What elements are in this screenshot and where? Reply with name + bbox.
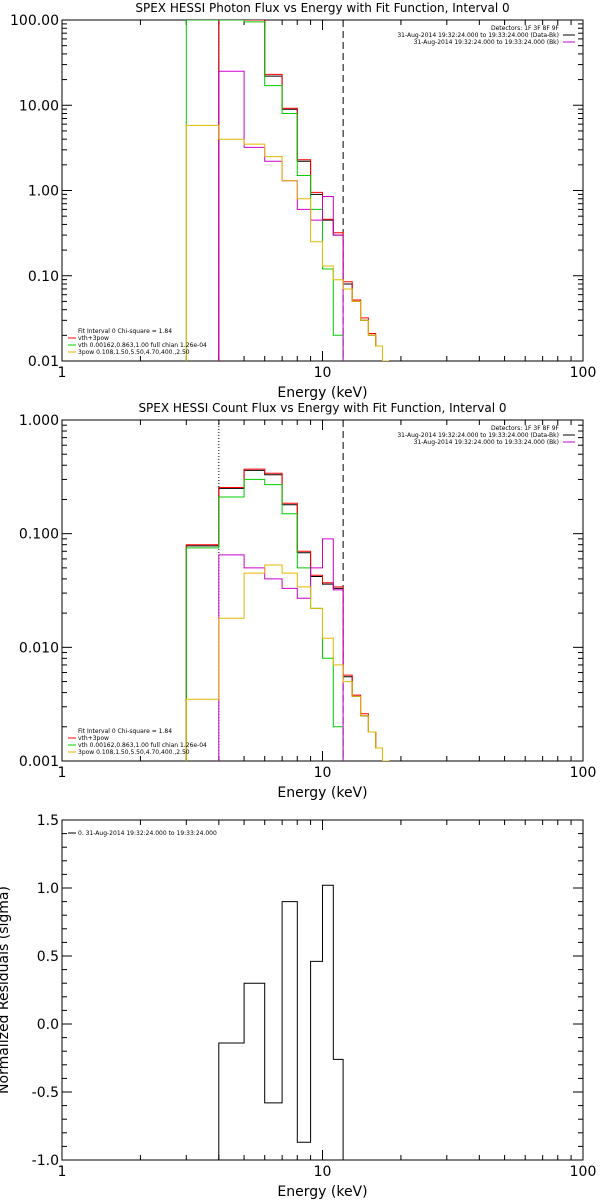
y-tick-label: 0.5 bbox=[37, 949, 59, 965]
x-tick-label: 100 bbox=[570, 765, 597, 781]
series-line-0 bbox=[218, 884, 344, 1160]
y-tick-label: 1.0 bbox=[37, 881, 59, 897]
legend-entry: vth 0.00162,0.863,1.00 full chian 1.26e-… bbox=[78, 742, 207, 749]
x-tick-label: 10 bbox=[314, 1164, 332, 1180]
x-tick-label: 1 bbox=[58, 365, 67, 381]
residuals-panel: 1 10 100 Energy (keV) -1.0 -0.5 0.0 0.5 1.0 1.5 No… bbox=[0, 813, 596, 1200]
series-line-4 bbox=[185, 124, 389, 361]
detector-info-line: 31-Aug-2014 19:32:24.000 to 19:33:24.000… bbox=[414, 439, 559, 446]
detector-info-line: 31-Aug-2014 19:32:24.000 to 19:33:24.000… bbox=[397, 32, 559, 39]
series-line-3 bbox=[218, 538, 344, 761]
series-line-4 bbox=[185, 564, 396, 761]
series-line-1 bbox=[185, 468, 389, 761]
series-line-3 bbox=[218, 70, 344, 361]
y-tick-label: 0.0 bbox=[37, 1017, 59, 1033]
legend-entry: Fit Interval 0 Chi-square = 1.84 bbox=[78, 728, 172, 735]
x-tick-label: 10 bbox=[314, 765, 332, 781]
x-axis-label: Energy (keV) bbox=[277, 385, 367, 401]
plot-frame bbox=[61, 19, 584, 362]
detector-info-line: 31-Aug-2014 19:32:24.000 to 19:33:24.000… bbox=[414, 39, 559, 46]
legend-entry: vth 0.00162,0.863,1.00 full chian 1.26e-… bbox=[78, 342, 207, 349]
legend-entry: 3pow 0.108,1.50,5.50,4.70,400.,2.50 bbox=[78, 349, 190, 356]
y-tick-label: 1.000 bbox=[19, 413, 59, 429]
plot-frame bbox=[61, 819, 584, 1161]
x-tick-label: 100 bbox=[570, 365, 597, 381]
series-line-2 bbox=[185, 20, 353, 361]
photon-flux-panel: SPEX HESSI Photon Flux vs Energy with Fi… bbox=[10, 1, 596, 401]
y-tick-label: 100.00 bbox=[10, 13, 59, 29]
legend-entry: vth+3pow bbox=[78, 335, 109, 342]
chart-title: SPEX HESSI Photon Flux vs Energy with Fi… bbox=[135, 1, 509, 15]
legend-entry: 3pow 0.108,1.50,5.50,4.70,400.,2.50 bbox=[78, 749, 190, 756]
x-tick-label: 1 bbox=[58, 1164, 67, 1180]
legend-entry: Fit Interval 0 Chi-square = 1.84 bbox=[78, 328, 172, 335]
x-axis-label: Energy (keV) bbox=[277, 1184, 367, 1200]
y-axis-label: Normalized Residuals (sigma) bbox=[0, 886, 12, 1094]
legend-entry: 0. 31-Aug-2014 19:32:24.000 to 19:33:24.… bbox=[78, 830, 217, 837]
chart-title: SPEX HESSI Count Flux vs Energy with Fit… bbox=[138, 401, 506, 415]
y-tick-label: 0.10 bbox=[28, 269, 59, 285]
x-tick-label: 1 bbox=[58, 765, 67, 781]
y-tick-label: 10.00 bbox=[19, 98, 59, 114]
series-line-2 bbox=[185, 478, 353, 761]
y-tick-label: 0.001 bbox=[19, 754, 59, 770]
y-tick-label: -0.5 bbox=[32, 1085, 59, 1101]
detector-info-line: Detectors: 1F 3F 8F 9F bbox=[491, 425, 560, 432]
legend-entry: vth+3pow bbox=[78, 735, 109, 742]
detector-info-line: Detectors: 1F 3F 8F 9F bbox=[491, 25, 560, 32]
y-tick-label: 0.100 bbox=[19, 527, 59, 543]
x-tick-label: 10 bbox=[314, 365, 332, 381]
plot-frame bbox=[61, 419, 584, 762]
y-tick-label: 0.010 bbox=[19, 640, 59, 656]
x-tick-label: 100 bbox=[570, 1164, 597, 1180]
x-axis-label: Energy (keV) bbox=[277, 785, 367, 801]
y-tick-label: 1.00 bbox=[28, 184, 59, 200]
y-tick-label: -1.0 bbox=[32, 1153, 59, 1169]
detector-info-line: 31-Aug-2014 19:32:24.000 to 19:33:24.000… bbox=[397, 432, 559, 439]
y-tick-label: 0.01 bbox=[28, 354, 59, 370]
count-flux-panel: SPEX HESSI Count Flux vs Energy with Fit… bbox=[19, 401, 596, 801]
y-tick-label: 1.5 bbox=[37, 813, 59, 829]
